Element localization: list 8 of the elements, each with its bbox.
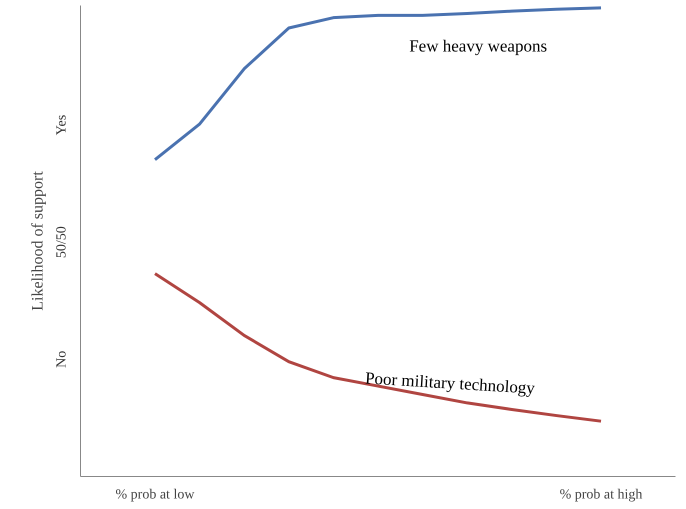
- text: No: [54, 350, 70, 368]
- series-label: Poor military technology: [364, 368, 536, 398]
- text: 50/50: [54, 226, 70, 258]
- text: Yes: [54, 114, 70, 136]
- series-label: Few heavy weapons: [409, 36, 548, 56]
- x-tick-label: % prob at low: [116, 488, 196, 502]
- y-axis-title: Likelihood of support: [30, 170, 46, 311]
- x-tick-label: % prob at high: [560, 488, 642, 502]
